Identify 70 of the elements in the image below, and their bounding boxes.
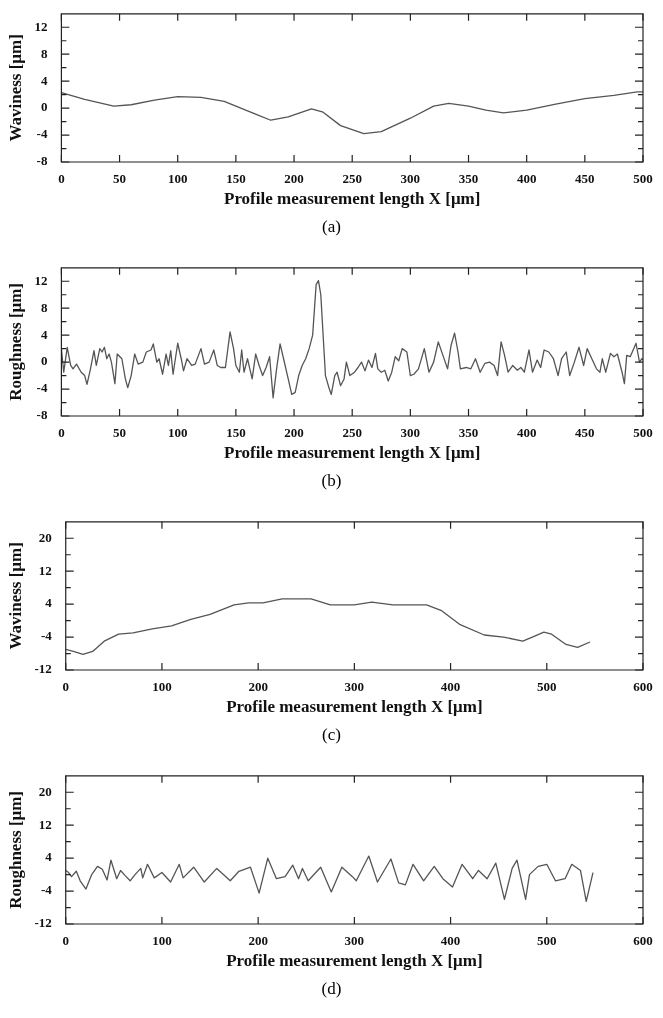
y-tick-label: -8 xyxy=(36,407,48,423)
x-tick-label: 400 xyxy=(440,679,461,695)
x-tick-label: 200 xyxy=(248,679,268,695)
x-tick-label: 0 xyxy=(58,425,65,441)
text: (b) xyxy=(320,470,343,492)
x-tick-label: 450 xyxy=(575,171,595,187)
x-tick-label: 0 xyxy=(58,171,65,187)
x-tick-label: 300 xyxy=(344,679,365,695)
x-tick-label: 0 xyxy=(62,933,69,949)
y-tick-label: 0 xyxy=(40,99,48,115)
x-tick-label: 100 xyxy=(167,425,188,441)
x-axis-title: Profile measurement length X [μm] xyxy=(224,189,481,209)
x-tick-label: 50 xyxy=(113,425,127,441)
text: (d) xyxy=(320,978,343,1000)
x-tick-label: 50 xyxy=(113,171,127,187)
text: (a) xyxy=(321,216,342,238)
y-axis-title: Waviness [μm] xyxy=(5,34,25,142)
y-tick-label: -4 xyxy=(36,126,48,142)
y-tick-label: -4 xyxy=(40,882,53,898)
x-tick-label: 400 xyxy=(440,933,461,949)
y-tick-label: 4 xyxy=(40,72,48,88)
x-tick-label: 150 xyxy=(226,171,246,187)
x-tick-label: 350 xyxy=(458,425,479,441)
x-tick-label: 350 xyxy=(458,171,479,187)
y-tick-label: 8 xyxy=(40,45,48,61)
x-tick-label: 500 xyxy=(537,933,557,949)
x-tick-label: 600 xyxy=(633,933,653,949)
y-tick-label: -12 xyxy=(34,915,52,931)
x-tick-label: 400 xyxy=(516,425,537,441)
x-tick-label: 200 xyxy=(284,425,304,441)
x-tick-label: 200 xyxy=(248,933,268,949)
text: (c) xyxy=(321,724,342,746)
x-tick-label: 500 xyxy=(537,679,557,695)
y-tick-label: 8 xyxy=(40,299,48,315)
x-tick-label: 300 xyxy=(400,425,421,441)
x-tick-label: 500 xyxy=(633,171,653,187)
x-tick-label: 400 xyxy=(516,171,537,187)
y-tick-label: 12 xyxy=(38,562,52,578)
y-axis-title: Roughness [μm] xyxy=(5,791,25,909)
y-tick-label: -4 xyxy=(40,628,53,644)
y-tick-label: 12 xyxy=(34,272,48,288)
y-axis-title: Waviness [μm] xyxy=(5,542,25,650)
y-tick-label: 20 xyxy=(38,783,52,799)
y-tick-label: -8 xyxy=(36,153,48,169)
y-axis-title: Roughness [μm] xyxy=(5,283,25,401)
y-tick-label: 4 xyxy=(45,595,53,611)
x-tick-label: 100 xyxy=(167,171,188,187)
x-tick-label: 250 xyxy=(342,425,362,441)
x-tick-label: 250 xyxy=(342,171,362,187)
y-tick-label: 4 xyxy=(40,326,48,342)
y-tick-label: 20 xyxy=(38,529,52,545)
x-axis-title: Profile measurement length X [μm] xyxy=(224,443,481,463)
x-tick-label: 150 xyxy=(226,425,246,441)
x-tick-label: 300 xyxy=(400,171,421,187)
x-axis-title: Profile measurement length X [μm] xyxy=(226,951,483,971)
x-tick-label: 600 xyxy=(633,679,653,695)
x-tick-label: 500 xyxy=(633,425,653,441)
y-tick-label: 4 xyxy=(45,849,53,865)
x-tick-label: 100 xyxy=(152,679,172,695)
y-tick-label: -4 xyxy=(36,380,48,396)
x-tick-label: 300 xyxy=(344,933,365,949)
x-tick-label: 450 xyxy=(575,425,595,441)
x-axis-title: Profile measurement length X [μm] xyxy=(226,697,483,717)
x-tick-label: 200 xyxy=(284,171,304,187)
x-tick-label: 0 xyxy=(62,679,69,695)
y-tick-label: 0 xyxy=(40,353,48,369)
x-tick-label: 100 xyxy=(152,933,172,949)
y-tick-label: 12 xyxy=(34,18,48,34)
y-tick-label: 12 xyxy=(38,816,52,832)
y-tick-label: -12 xyxy=(34,661,52,677)
